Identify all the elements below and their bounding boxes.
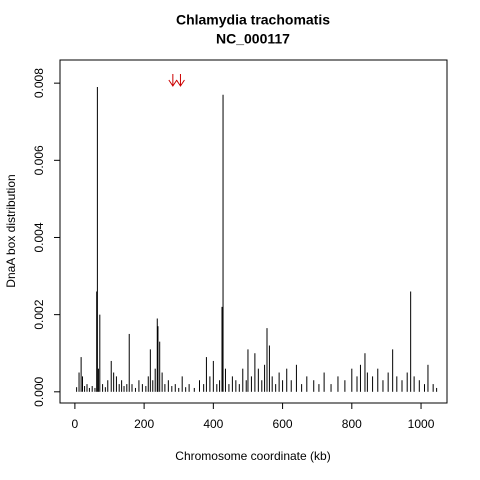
y-tick-label: 0.006 (32, 145, 46, 175)
y-tick-label: 0.000 (32, 376, 46, 406)
chart-subtitle: NC_000117 (216, 31, 290, 47)
x-tick-label: 600 (273, 417, 293, 431)
y-tick-label: 0.004 (32, 222, 46, 252)
x-tick-label: 0 (72, 417, 79, 431)
x-tick-label: 1000 (408, 417, 435, 431)
x-axis-label: Chromosome coordinate (kb) (175, 449, 330, 463)
x-tick-label: 200 (134, 417, 154, 431)
y-tick-label: 0.002 (32, 299, 46, 329)
y-axis-label: DnaA box distribution (4, 174, 18, 287)
y-tick-label: 0.008 (32, 68, 46, 98)
chart-title: Chlamydia trachomatis (176, 12, 330, 28)
x-tick-label: 400 (203, 417, 223, 431)
plot-frame (59, 59, 448, 404)
arrow (168, 74, 178, 87)
arrow (176, 74, 185, 87)
x-tick-label: 800 (342, 417, 362, 431)
